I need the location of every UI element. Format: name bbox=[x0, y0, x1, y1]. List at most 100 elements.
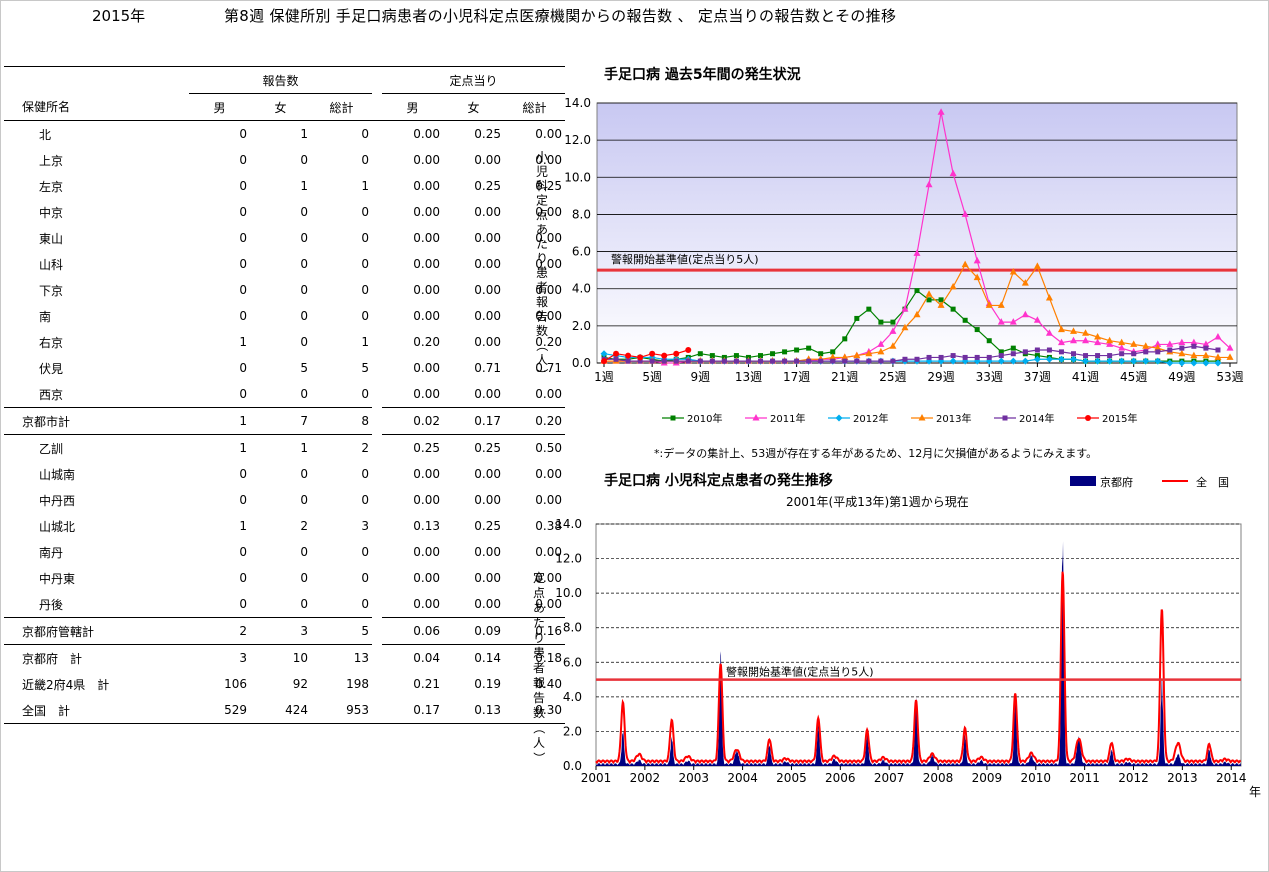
chart1-data-point bbox=[878, 319, 884, 325]
chart2-x-tick-label: 2001 bbox=[581, 771, 612, 785]
chart1-data-point bbox=[890, 358, 896, 364]
cell-value: 0.00 bbox=[413, 205, 440, 219]
chart2-title: 手足口病 小児科定点患者の発生推移 bbox=[604, 473, 833, 489]
chart1-data-point bbox=[1071, 351, 1076, 357]
cell-value: 0 bbox=[361, 545, 369, 559]
chart1-data-point bbox=[974, 354, 980, 360]
chart1-data-point bbox=[1082, 329, 1090, 336]
chart1-data-point bbox=[1191, 343, 1197, 349]
cell-value: 0 bbox=[239, 231, 247, 245]
chart1-y-axis-label-char: 児 bbox=[536, 165, 548, 179]
chart1-data-point bbox=[1009, 357, 1017, 365]
cell-value: 0.00 bbox=[413, 283, 440, 297]
chart1-data-point bbox=[1130, 340, 1138, 347]
chart1-data-point bbox=[829, 353, 837, 360]
chart1-data-point bbox=[986, 338, 992, 344]
cell-value: 10 bbox=[292, 651, 308, 665]
cell-value: 0.25 bbox=[535, 179, 562, 193]
chart1-x-tick-label: 37週 bbox=[1024, 370, 1051, 384]
chart1-data-point bbox=[1021, 357, 1029, 365]
chart1-data-point bbox=[877, 340, 885, 347]
row-label: 山城南 bbox=[39, 467, 76, 482]
chart2-y-tick-label: 2.0 bbox=[563, 724, 582, 738]
table-row: 山城南 0 0 0 0.00 0.00 0.00 bbox=[4, 461, 565, 487]
table-row: 南丹 0 0 0 0.00 0.00 0.00 bbox=[4, 539, 565, 565]
cell-value: 0.00 bbox=[443, 591, 504, 618]
chart1-title: 手足口病 過去5年間の発生状況 bbox=[604, 67, 801, 83]
table-row: 右京 1 0 1 0.20 0.00 0.20 bbox=[4, 329, 565, 355]
chart1-y-axis-label-char: （ bbox=[535, 339, 549, 351]
chart1-series-line bbox=[604, 345, 1219, 362]
cell-value: 92 bbox=[292, 677, 308, 691]
chart1-data-point bbox=[1094, 333, 1102, 340]
chart1-y-axis-label-char: あ bbox=[536, 223, 548, 237]
table-row: 中丹西 0 0 0 0.00 0.00 0.00 bbox=[4, 487, 565, 513]
chart1-data-point bbox=[1178, 359, 1186, 367]
cell-value: 0.00 bbox=[474, 153, 501, 167]
table-row: 左京 0 1 1 0.00 0.25 0.25 bbox=[4, 173, 565, 199]
row-label: 南 bbox=[39, 309, 52, 324]
chart1-data-point bbox=[1142, 357, 1150, 365]
table-row: 山城北 1 2 3 0.13 0.25 0.38 bbox=[4, 513, 565, 539]
cell-value: 198 bbox=[346, 677, 369, 691]
cell-value: 2 bbox=[361, 441, 369, 455]
table-row: 北 0 1 0 0.00 0.25 0.00 bbox=[4, 121, 565, 148]
table-column-header-row: 保健所名 男 女 総計 男 女 総計 bbox=[4, 93, 565, 121]
cell-value: 424 bbox=[250, 697, 311, 724]
chart1-data-point bbox=[673, 358, 679, 364]
cell-value: 0.00 bbox=[413, 257, 440, 271]
row-label: 近畿2府4県 計 bbox=[22, 677, 110, 692]
row-label: 下京 bbox=[39, 283, 64, 298]
row-label: 丹後 bbox=[4, 591, 189, 618]
table-group-header-row: 報告数 定点当り bbox=[4, 66, 565, 94]
cell-value: 8 bbox=[311, 407, 372, 435]
col-header-male-per-site: 男 bbox=[382, 93, 443, 121]
chart1-data-point bbox=[770, 351, 776, 357]
chart1-x-tick-label: 1週 bbox=[594, 370, 614, 384]
chart1-x-tick-label: 49週 bbox=[1168, 370, 1195, 384]
chart1-y-tick-label: 8.0 bbox=[572, 207, 591, 221]
row-label: 全国 計 bbox=[4, 697, 189, 724]
cell-value: 2 bbox=[189, 617, 250, 645]
chart1-data-point bbox=[1226, 344, 1234, 351]
table-row: 山科 0 0 0 0.00 0.00 0.00 bbox=[4, 251, 565, 277]
chart1-data-point bbox=[600, 350, 608, 358]
chart1-data-point bbox=[1010, 351, 1016, 357]
chart1-data-point bbox=[1203, 345, 1209, 351]
chart1-data-point bbox=[1009, 268, 1017, 275]
cell-value: 0.00 bbox=[535, 493, 562, 507]
chart1-y-tick-label: 12.0 bbox=[564, 133, 591, 147]
chart1-data-point bbox=[1143, 349, 1149, 355]
chart1-data-point bbox=[1190, 359, 1198, 367]
cell-value: 0.00 bbox=[413, 571, 440, 585]
chart1-data-point bbox=[1094, 338, 1102, 346]
chart1-data-point bbox=[1021, 279, 1029, 286]
chart1-data-point bbox=[1009, 318, 1017, 325]
cell-value: 5 bbox=[361, 361, 369, 375]
cell-value: 0.00 bbox=[413, 231, 440, 245]
table-row: 下京 0 0 0 0.00 0.00 0.00 bbox=[4, 277, 565, 303]
table-row: 京都府管轄計 2 3 5 0.06 0.09 0.16 bbox=[4, 617, 565, 645]
chart1-data-point bbox=[866, 306, 872, 312]
chart1-data-point bbox=[997, 357, 1005, 365]
cell-value: 0.00 bbox=[413, 493, 440, 507]
page-title: 第8週 保健所別 手足口病患者の小児科定点医療機関からの報告数 、 定点当りの報… bbox=[224, 7, 897, 25]
chart1-data-point bbox=[1033, 355, 1041, 363]
chart1-data-point bbox=[1119, 351, 1125, 357]
chart1-data-point bbox=[1057, 325, 1065, 333]
cell-value: 0.25 bbox=[474, 441, 501, 455]
chart1-y-axis-label-char: り bbox=[536, 252, 548, 266]
chart1-data-point bbox=[758, 353, 763, 359]
cell-value: 1 bbox=[300, 127, 308, 141]
chart1-data-point bbox=[866, 358, 872, 364]
row-label: 中丹西 bbox=[39, 493, 76, 508]
chart1-data-point bbox=[1154, 344, 1162, 351]
cell-value: 0 bbox=[311, 591, 372, 618]
chart2-y-axis-label-char: （ bbox=[532, 722, 546, 734]
chart1-data-point bbox=[1082, 336, 1090, 344]
chart1-data-point bbox=[1179, 345, 1185, 351]
chart1-data-point bbox=[1033, 316, 1041, 323]
cell-value: 0.20 bbox=[535, 335, 562, 349]
cell-value: 0 bbox=[239, 493, 247, 507]
chart1-data-point bbox=[925, 290, 933, 297]
